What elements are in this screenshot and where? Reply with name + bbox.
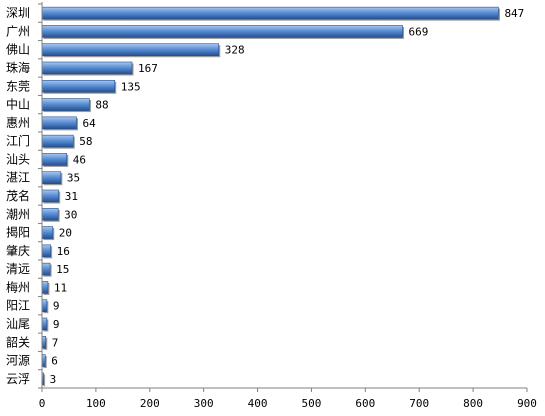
value-label: 669 [409, 25, 429, 38]
value-label: 3 [50, 373, 57, 386]
category-label: 汕尾 [6, 317, 30, 331]
category-label: 惠州 [6, 116, 30, 130]
bar [41, 262, 51, 276]
value-label: 64 [82, 117, 96, 130]
bar [41, 43, 220, 57]
value-label: 15 [56, 263, 69, 276]
bars-group [41, 6, 500, 387]
category-label: 清远 [6, 262, 30, 276]
bar [41, 134, 74, 148]
category-label: 广州 [6, 24, 30, 38]
x-tick-label: 500 [302, 397, 322, 410]
value-label: 30 [64, 208, 77, 221]
category-label: 汕头 [6, 152, 30, 166]
category-label: 阳江 [6, 299, 30, 313]
bar [41, 299, 48, 313]
value-label: 6 [51, 355, 58, 368]
bar [41, 116, 77, 130]
bar [41, 6, 499, 20]
bar [41, 317, 48, 331]
x-tick-label: 100 [86, 397, 106, 410]
bar [41, 244, 51, 258]
category-label: 河源 [6, 354, 30, 368]
x-tick-label: 700 [409, 397, 429, 410]
value-label: 58 [79, 135, 92, 148]
value-label: 135 [121, 80, 141, 93]
category-label: 中山 [6, 97, 30, 112]
bar [41, 98, 90, 111]
value-label: 847 [504, 7, 524, 20]
value-label: 46 [73, 153, 86, 166]
x-ticks: 0 100 200 300 400 500 600 700 800 900 [39, 388, 537, 410]
x-tick-label: 0 [39, 397, 46, 410]
category-label: 揭阳 [6, 225, 30, 240]
value-label: 328 [225, 44, 245, 57]
category-label: 潮州 [6, 206, 30, 221]
axes-group [38, 2, 527, 389]
bar-shadow [43, 374, 46, 387]
bar [41, 153, 68, 166]
value-label: 7 [52, 336, 59, 349]
bar [41, 207, 59, 221]
category-label: 云浮 [6, 372, 30, 386]
value-label: 16 [57, 245, 70, 258]
bar [41, 79, 116, 93]
value-label: 31 [65, 190, 78, 203]
x-tick-label: 800 [463, 397, 483, 410]
bar [41, 281, 49, 294]
category-label: 梅州 [6, 279, 30, 294]
bar [41, 226, 54, 239]
value-labels: 847 669 328 167 135 88 64 58 46 35 31 30 20 16 15 11 9 9 7… [50, 7, 525, 386]
value-label: 35 [67, 172, 80, 185]
bar [41, 335, 47, 349]
category-label: 东莞 [6, 79, 30, 93]
category-label: 茂名 [6, 188, 30, 203]
bar [41, 25, 403, 38]
category-label: 湛江 [6, 171, 30, 185]
category-label: 深圳 [6, 6, 30, 20]
x-tick-label: 200 [140, 397, 160, 410]
category-label: 韶关 [6, 334, 30, 349]
bar [41, 189, 60, 203]
value-label: 9 [53, 318, 60, 331]
bar [41, 171, 62, 185]
category-labels: 深圳广州佛山珠海东莞中山惠州江门汕头湛江茂名潮州揭阳肇庆清远梅州阳江汕尾韶关河源… [6, 6, 30, 386]
x-tick-label: 600 [355, 397, 375, 410]
value-label: 88 [95, 99, 108, 112]
value-label: 20 [59, 227, 72, 240]
category-label: 佛山 [6, 43, 30, 57]
x-tick-label: 300 [194, 397, 214, 410]
value-label: 9 [53, 300, 60, 313]
x-tick-label: 400 [248, 397, 268, 410]
category-label: 肇庆 [6, 243, 30, 258]
category-label: 珠海 [6, 60, 30, 75]
category-label: 江门 [6, 133, 30, 148]
x-tick-label: 900 [517, 397, 537, 410]
bar [41, 61, 133, 75]
value-label: 11 [54, 281, 67, 294]
value-label: 167 [138, 62, 158, 75]
